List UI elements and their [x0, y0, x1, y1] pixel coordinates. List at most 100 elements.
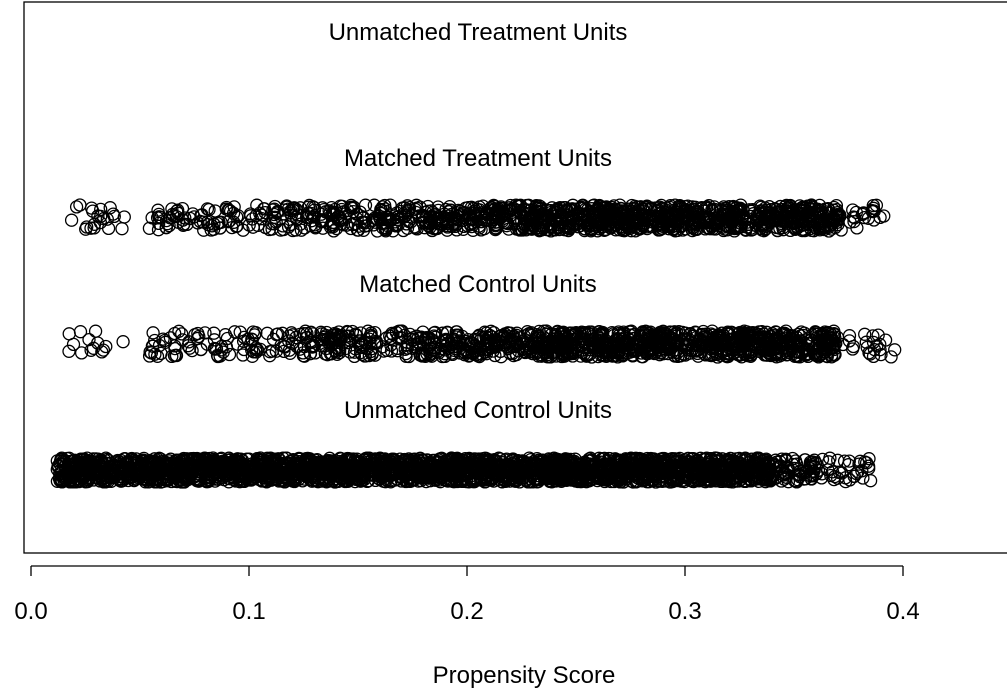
data-point [621, 204, 635, 218]
data-point [784, 215, 798, 229]
data-point [450, 223, 464, 237]
data-point [74, 346, 89, 360]
data-point [502, 222, 516, 236]
data-point [725, 215, 739, 229]
data-point [283, 217, 298, 232]
data-point [277, 203, 291, 217]
data-point [803, 202, 817, 217]
data-point [497, 215, 511, 230]
data-point [552, 217, 567, 231]
data-point [863, 347, 877, 361]
data-point [280, 199, 294, 213]
data-point [749, 216, 763, 230]
data-point [207, 333, 222, 347]
data-point [614, 220, 628, 234]
data-point [525, 221, 539, 236]
data-point [270, 206, 284, 220]
data-point [262, 222, 277, 237]
data-point [407, 220, 422, 234]
points-layer [50, 198, 902, 489]
data-point [116, 335, 130, 349]
data-point [294, 208, 309, 223]
data-point [771, 211, 785, 225]
data-point [73, 325, 88, 339]
data-point [798, 200, 812, 215]
data-point [617, 224, 631, 238]
data-point [150, 211, 165, 225]
data-point [94, 209, 108, 224]
data-point [503, 202, 518, 217]
data-point [73, 198, 87, 212]
data-point [115, 222, 129, 236]
data-point [871, 328, 885, 342]
data-point [169, 348, 184, 363]
data-point [230, 210, 244, 224]
data-point [430, 215, 444, 230]
data-point [178, 211, 192, 225]
data-point [226, 206, 241, 220]
data-point [79, 222, 93, 236]
data-point [181, 339, 195, 353]
data-point [855, 207, 870, 222]
data-point [656, 219, 670, 233]
plot-frame [23, 1, 1007, 554]
data-point [828, 208, 843, 222]
data-point [398, 205, 412, 220]
data-point [587, 198, 601, 212]
data-point [467, 206, 481, 220]
data-point [168, 326, 182, 341]
data-point [486, 199, 501, 213]
data-point [594, 199, 608, 214]
data-point [487, 210, 501, 224]
data-point [223, 214, 237, 228]
data-point [592, 202, 606, 216]
data-point [350, 212, 364, 226]
data-point [822, 206, 836, 220]
data-point [308, 221, 323, 235]
data-point [455, 213, 470, 228]
data-point [884, 350, 898, 364]
data-point [517, 217, 532, 232]
data-point [430, 212, 444, 226]
data-point [678, 202, 692, 217]
data-point [88, 324, 103, 338]
data-point [688, 205, 703, 219]
data-point [611, 325, 626, 339]
data-point [291, 208, 305, 222]
data-point [605, 205, 619, 220]
data-point [726, 208, 741, 222]
data-point [814, 204, 828, 218]
data-point [847, 214, 861, 229]
data-point [628, 207, 642, 221]
data-point [817, 221, 831, 235]
data-point [365, 213, 380, 228]
data-point [515, 214, 529, 228]
data-point [314, 207, 329, 221]
data-point [734, 198, 748, 212]
data-point [200, 215, 215, 229]
data-point [804, 223, 819, 237]
data-point [242, 218, 256, 232]
data-point [728, 213, 742, 227]
data-point [453, 204, 467, 218]
data-point [62, 344, 76, 358]
data-point [69, 200, 84, 214]
group-label-unmatched-control: Unmatched Control Units [344, 397, 612, 424]
data-point [315, 201, 330, 215]
data-point [765, 213, 779, 228]
data-point [401, 204, 415, 218]
data-point [327, 208, 341, 222]
data-point [254, 208, 269, 222]
data-point [578, 222, 593, 236]
data-point [788, 222, 803, 236]
data-point [705, 204, 719, 218]
data-point [423, 220, 437, 234]
data-point [518, 219, 533, 233]
data-point [723, 220, 737, 235]
data-point [344, 200, 358, 214]
data-point [689, 214, 703, 228]
data-point [202, 202, 216, 217]
data-point [146, 326, 160, 340]
data-point [858, 327, 872, 341]
data-point [345, 324, 360, 339]
